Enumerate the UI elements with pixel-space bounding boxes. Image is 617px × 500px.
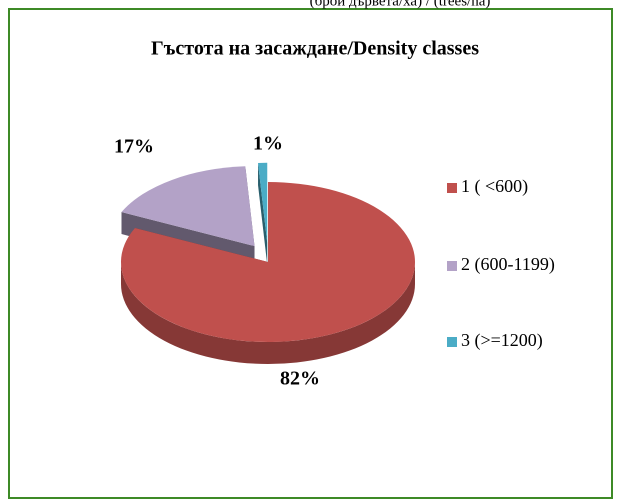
slice-wall — [121, 262, 415, 364]
pie-slice — [258, 162, 268, 243]
slice-side — [258, 162, 268, 265]
chart-title: Гъстота на засаждане/Density classes — [151, 38, 479, 60]
data-label: 1% — [253, 133, 283, 155]
legend-label: 3 (>=1200) — [461, 330, 543, 351]
legend-swatch — [447, 261, 457, 271]
data-label: 17% — [114, 136, 154, 158]
legend-swatch — [447, 183, 457, 193]
pie-slice — [121, 166, 255, 247]
legend-label: 1 ( <600) — [461, 176, 528, 197]
chart-subtitle: (брой дървета/ха) / (trees/ha) — [310, 0, 491, 9]
legend-swatch — [447, 337, 457, 347]
data-label: 82% — [280, 368, 320, 390]
pie-slice — [121, 182, 415, 343]
legend-label: 2 (600-1199) — [461, 254, 555, 275]
